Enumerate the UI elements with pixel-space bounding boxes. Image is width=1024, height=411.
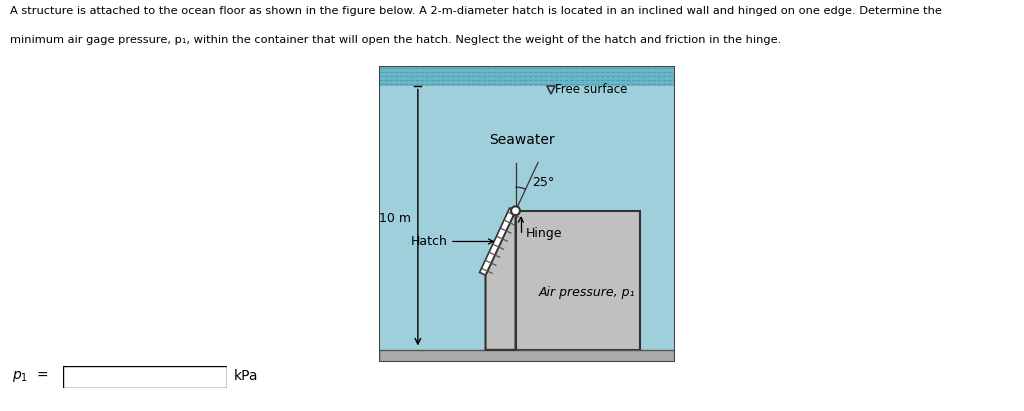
Text: Hinge: Hinge [518, 217, 562, 240]
Polygon shape [485, 211, 515, 350]
Text: Hatch: Hatch [411, 235, 494, 248]
Polygon shape [479, 208, 515, 275]
Text: Free surface: Free surface [555, 83, 628, 96]
Text: 10 m: 10 m [379, 212, 412, 225]
Text: minimum air gage pressure, p₁, within the container that will open the hatch. Ne: minimum air gage pressure, p₁, within th… [10, 35, 781, 45]
Text: $p_1$  =: $p_1$ = [12, 369, 49, 383]
Bar [515, 211, 640, 350]
Text: kPa: kPa [233, 369, 258, 383]
Text: Seawater: Seawater [488, 133, 554, 147]
Text: Air pressure, p₁: Air pressure, p₁ [539, 286, 635, 299]
Text: A structure is attached to the ocean floor as shown in the figure below. A 2-m-d: A structure is attached to the ocean flo… [10, 6, 942, 16]
Bar [380, 350, 675, 362]
Circle shape [511, 206, 520, 215]
Text: 25°: 25° [531, 175, 554, 189]
Bar [380, 66, 675, 86]
